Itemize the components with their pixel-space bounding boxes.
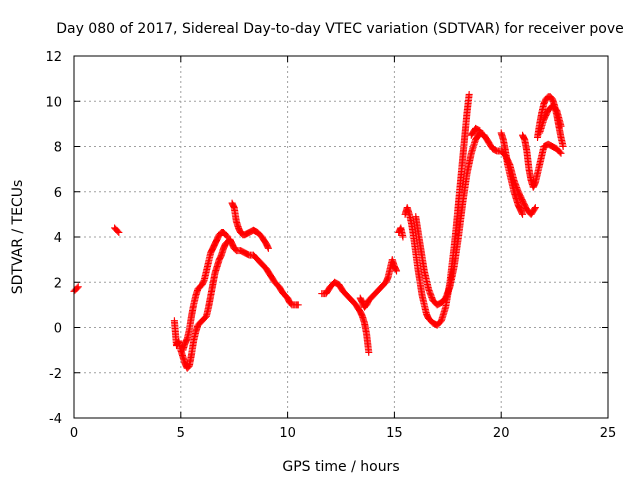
data-point-marker <box>519 210 527 218</box>
data-point-marker <box>264 244 272 252</box>
x-tick-label: 0 <box>70 426 78 441</box>
y-tick-label: 6 <box>54 186 62 201</box>
data-point-marker <box>557 122 565 130</box>
y-tick-label: 0 <box>54 322 62 337</box>
data-point-marker <box>393 267 401 275</box>
y-tick-label: 4 <box>54 231 62 246</box>
x-tick-label: 10 <box>279 426 296 441</box>
data-point-marker <box>556 148 564 156</box>
x-axis-label: GPS time / hours <box>282 459 399 475</box>
y-tick-label: 10 <box>45 95 62 110</box>
data-point-marker <box>73 284 81 292</box>
y-tick-label: -4 <box>49 412 62 427</box>
data-point-marker <box>114 227 122 235</box>
data-point-marker <box>465 90 473 98</box>
x-tick-label: 25 <box>600 426 617 441</box>
data-point-marker <box>365 348 373 356</box>
data-point-marker <box>294 301 302 309</box>
y-tick-label: 8 <box>54 141 62 156</box>
data-point-marker <box>557 149 565 157</box>
x-tick-label: 15 <box>386 426 403 441</box>
grid-lines <box>74 56 608 418</box>
data-point-marker <box>476 127 484 135</box>
y-tick-label: 2 <box>54 276 62 291</box>
y-tick-label: -2 <box>49 367 62 382</box>
chart-title: Day 080 of 2017, Sidereal Day-to-day VTE… <box>56 21 624 37</box>
data-points <box>70 90 567 372</box>
series-sdtvar <box>70 90 567 372</box>
y-tick-label: 12 <box>45 50 62 65</box>
y-axis-label: SDTVAR / TECUs <box>10 180 26 295</box>
data-point-marker <box>223 232 231 240</box>
axis-ticks: 0 5 10 15 20 25 -4 -2 0 2 4 6 8 10 12 <box>45 50 616 441</box>
data-point-marker <box>224 233 232 241</box>
data-point-marker <box>531 204 539 212</box>
data-point-marker <box>74 283 82 291</box>
data-point-marker <box>531 205 539 213</box>
data-point-marker <box>559 143 567 150</box>
data-point-marker <box>115 228 123 236</box>
x-tick-label: 20 <box>493 426 510 441</box>
data-point-marker <box>399 233 407 241</box>
x-tick-label: 5 <box>177 426 185 441</box>
data-point-marker <box>475 126 483 134</box>
